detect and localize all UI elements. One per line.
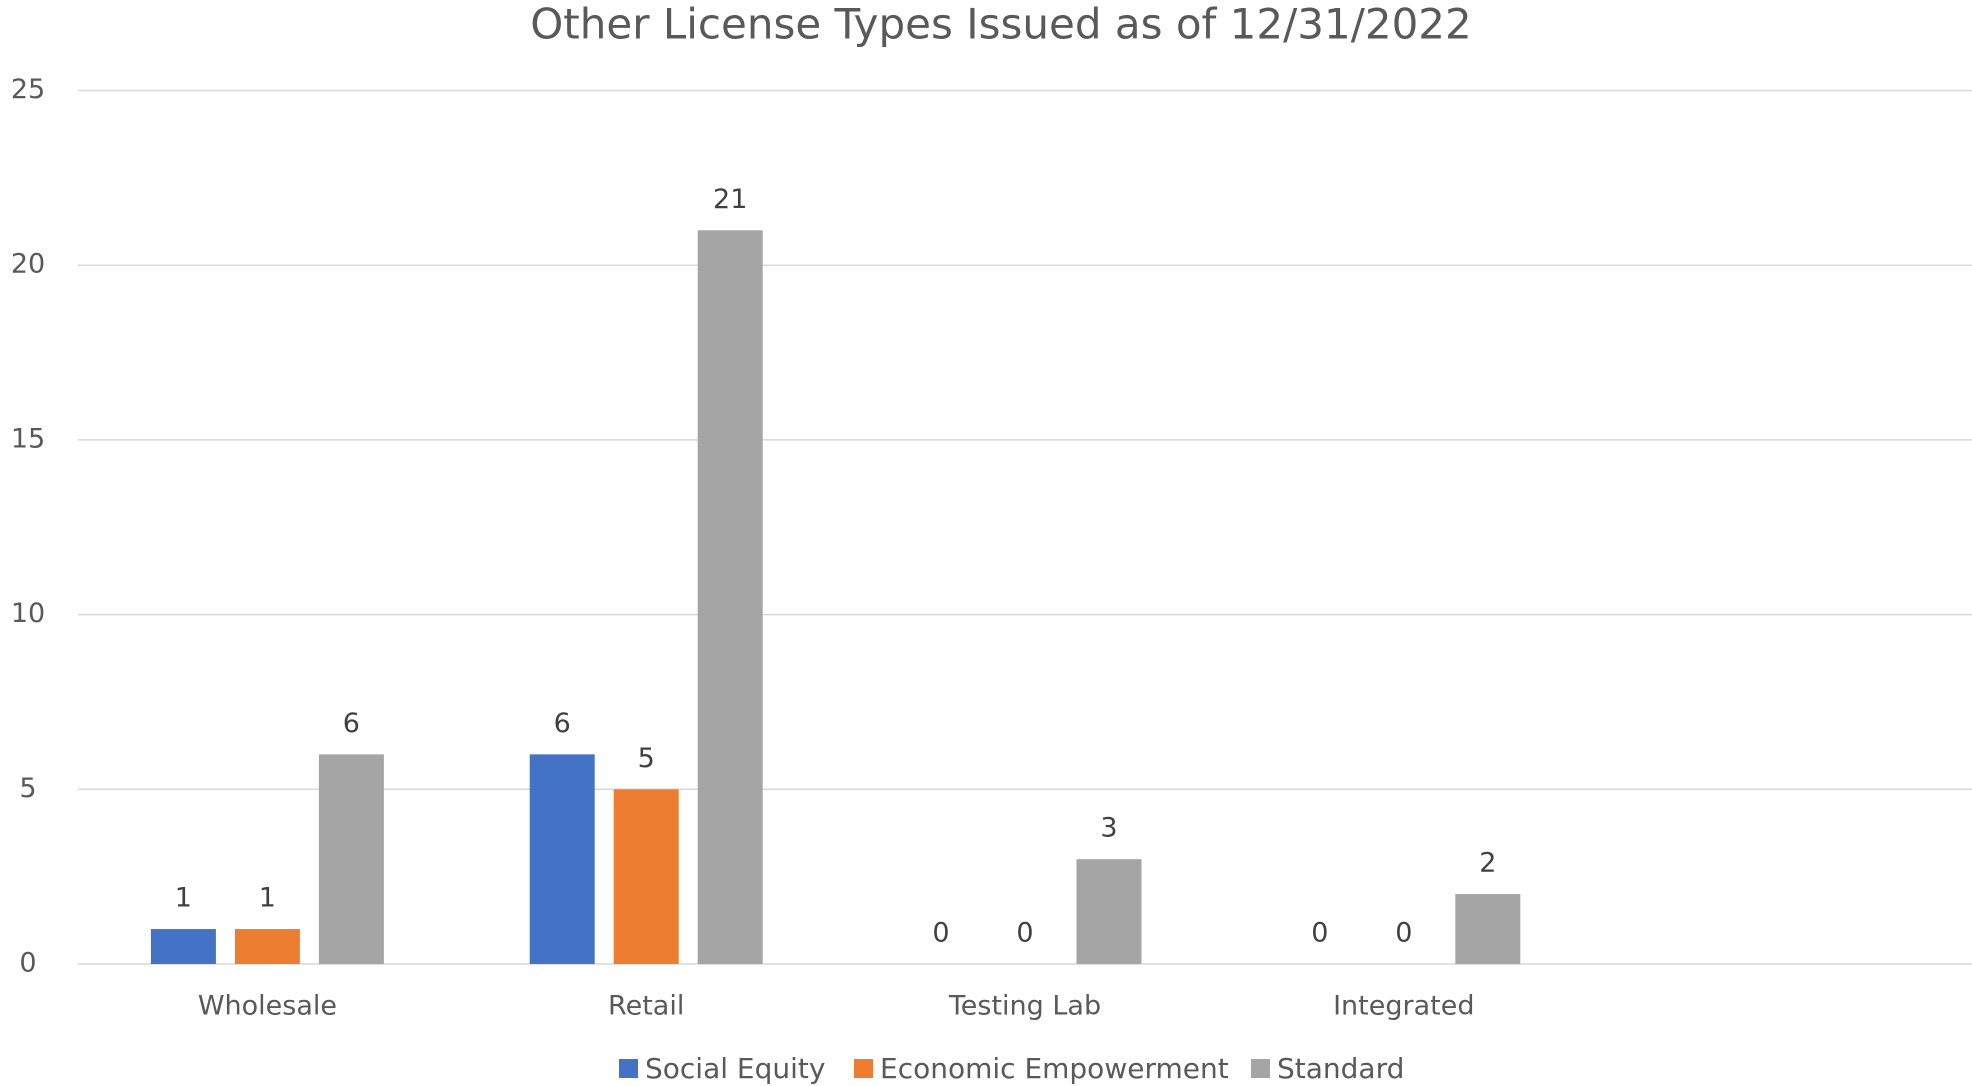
value-label: 1	[259, 883, 276, 914]
value-label: 3	[1100, 813, 1117, 844]
value-label: 0	[1016, 918, 1033, 949]
bar	[234, 929, 300, 964]
value-label: 21	[713, 184, 747, 215]
value-label: 6	[554, 708, 571, 739]
bar	[318, 754, 384, 964]
legend-label: Standard	[1277, 1052, 1404, 1085]
x-tick-label: Testing Lab	[948, 991, 1101, 1022]
legend-label: Economic Empowerment	[880, 1052, 1229, 1085]
x-tick-label: Wholesale	[198, 991, 337, 1022]
chart-title: Other License Types Issued as of 12/31/2…	[530, 0, 1472, 49]
value-label: 6	[343, 708, 360, 739]
x-tick-label: Integrated	[1333, 991, 1474, 1022]
legend-label: Social Equity	[645, 1052, 825, 1085]
y-tick-label: 10	[11, 598, 45, 629]
legend-swatch	[854, 1059, 873, 1078]
bar	[613, 789, 679, 964]
legend-swatch	[1251, 1059, 1270, 1078]
bar	[1076, 859, 1142, 964]
bar	[529, 754, 595, 964]
y-tick-label: 20	[11, 249, 45, 280]
x-tick-label: Retail	[608, 991, 684, 1022]
y-tick-label: 25	[11, 74, 45, 105]
y-tick-label: 5	[19, 773, 36, 804]
value-label: 0	[1311, 918, 1328, 949]
bar	[1455, 894, 1521, 964]
value-label: 2	[1479, 848, 1496, 879]
bar	[697, 230, 763, 964]
value-label: 0	[1395, 918, 1412, 949]
y-tick-label: 0	[19, 948, 36, 979]
value-label: 5	[638, 743, 655, 774]
bar	[150, 929, 216, 964]
value-label: 1	[175, 883, 192, 914]
y-tick-label: 15	[11, 423, 45, 454]
value-label: 0	[932, 918, 949, 949]
legend-swatch	[619, 1059, 638, 1078]
